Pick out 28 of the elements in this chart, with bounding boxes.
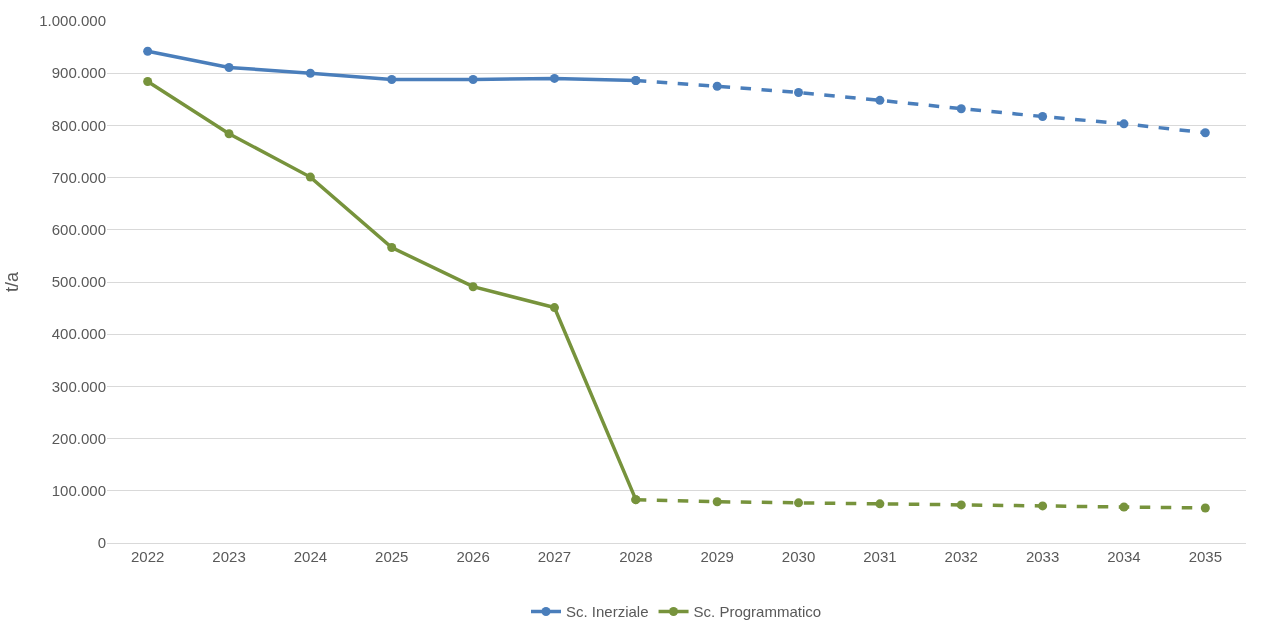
x-tick-label: 2028: [619, 548, 653, 565]
y-tick-label: 0: [97, 534, 106, 552]
x-tick-label: 2025: [375, 548, 409, 565]
legend-label: Sc. Inerziale: [566, 603, 649, 621]
legend-label: Sc. Programmatico: [693, 603, 822, 621]
x-tick-label: 2031: [863, 548, 897, 565]
x-tick-label: 2030: [781, 548, 816, 565]
x-tick-label: 2026: [456, 548, 490, 565]
x-tick-label: 2023: [212, 548, 246, 565]
y-tick-label: 500.000: [51, 273, 106, 291]
x-tick-label: 2033: [1025, 548, 1060, 565]
x-tick-label: 2024: [293, 548, 328, 565]
x-tick-label: 2027: [537, 548, 572, 565]
y-axis-title: t/a: [2, 271, 23, 293]
y-tick-label: 300.000: [51, 377, 106, 395]
x-tick-label: 2034: [1107, 548, 1141, 565]
y-tick-label: 700.000: [51, 168, 106, 186]
x-tick-label: 2035: [1188, 548, 1223, 565]
x-tick-label: 2029: [700, 548, 734, 565]
y-tick-label: 1.000.000: [39, 12, 106, 30]
y-tick-label: 900.000: [51, 64, 106, 82]
x-tick-label: 2022: [130, 548, 165, 565]
y-tick-label: 200.000: [51, 429, 106, 447]
y-tick-label: 100.000: [51, 482, 106, 500]
y-tick-label: 400.000: [51, 325, 106, 343]
y-tick-label: 600.000: [51, 221, 106, 239]
x-tick-label: 2032: [944, 548, 978, 565]
y-tick-label: 800.000: [51, 116, 106, 134]
